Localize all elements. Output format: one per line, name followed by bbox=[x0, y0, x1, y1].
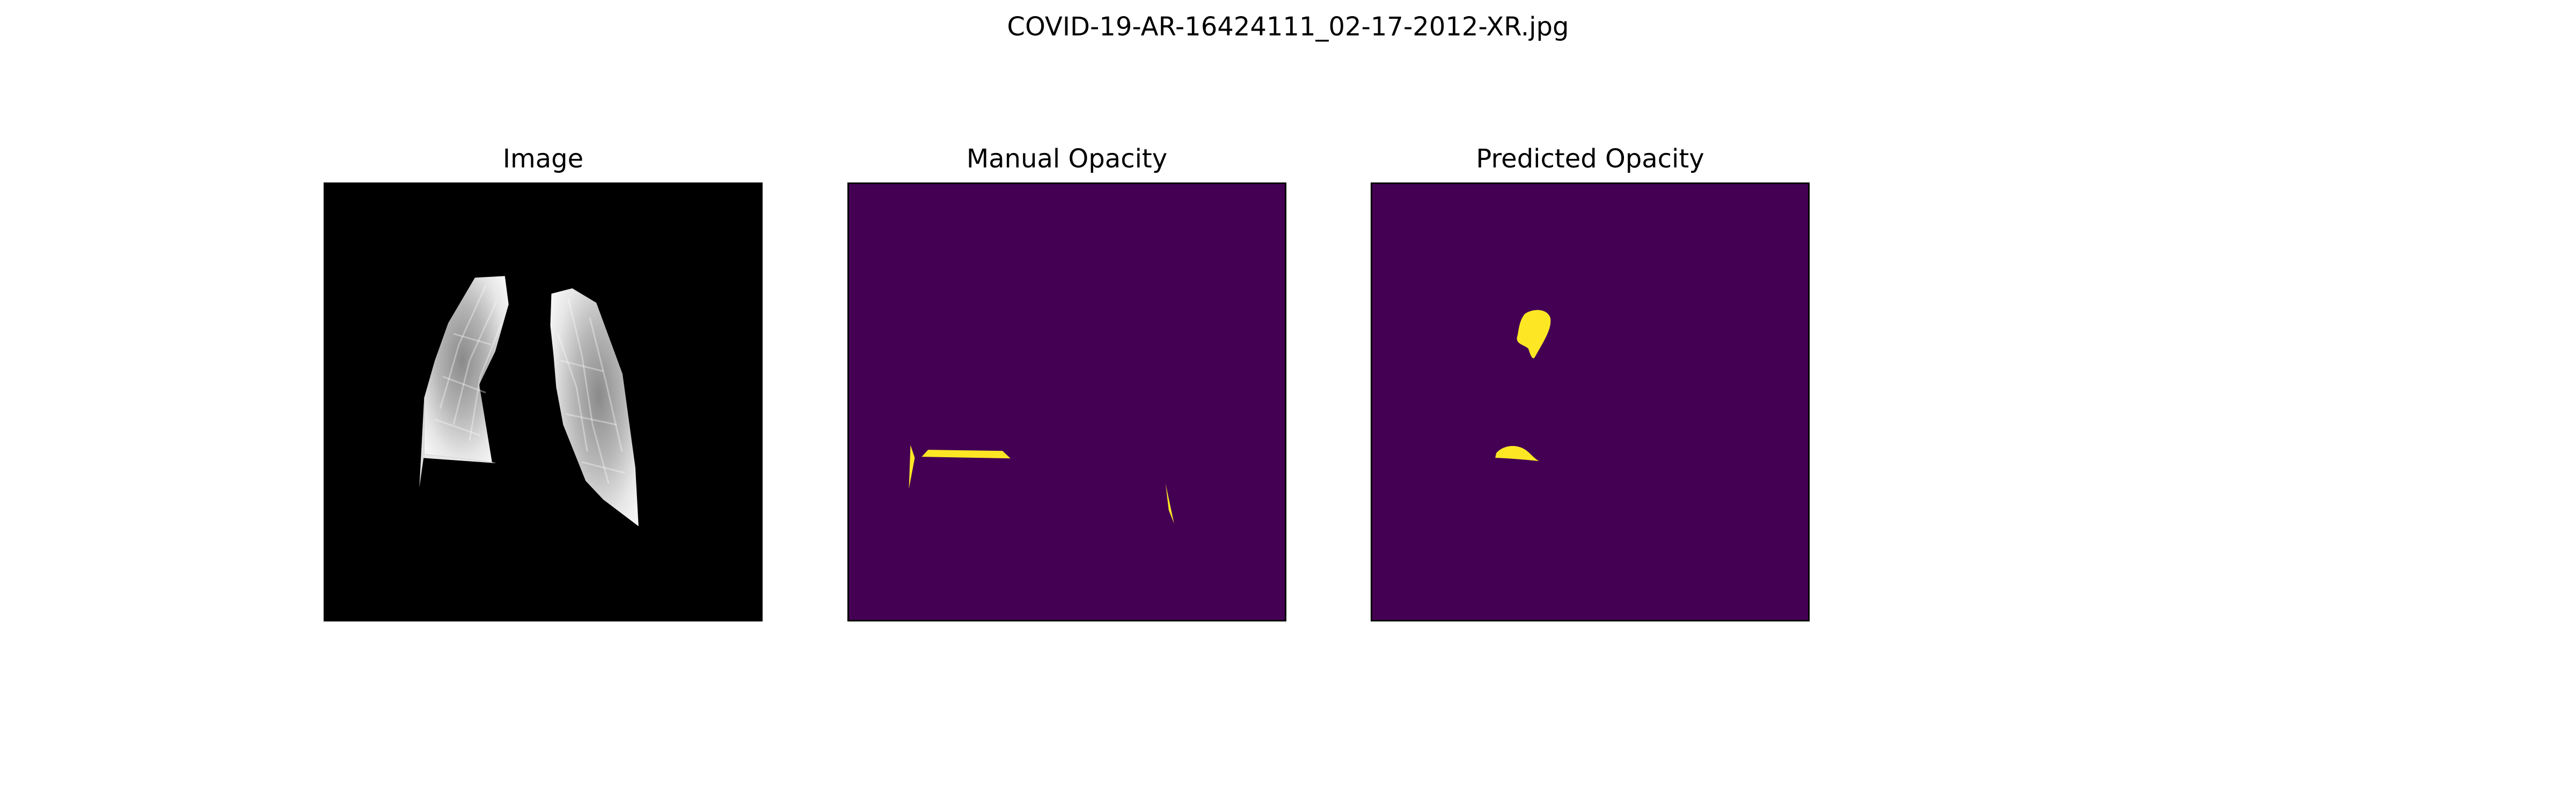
predicted-opacity-mask bbox=[1372, 184, 1808, 620]
panel-title-image: Image bbox=[502, 144, 584, 174]
panel-title-manual-opacity: Manual Opacity bbox=[966, 144, 1168, 174]
predicted-opacity-region-1 bbox=[1517, 310, 1551, 358]
manual-opacity-mask bbox=[849, 184, 1285, 620]
panel-manual-opacity bbox=[847, 182, 1286, 621]
figure-title: COVID-19-AR-16424111_02-17-2012-XR.jpg bbox=[1007, 12, 1569, 42]
xray-lung-image bbox=[325, 184, 761, 620]
predicted-opacity-region-2 bbox=[1495, 445, 1539, 462]
panel-title-predicted-opacity: Predicted Opacity bbox=[1476, 144, 1704, 174]
panel-predicted-opacity bbox=[1371, 182, 1810, 621]
manual-opacity-region-1 bbox=[909, 445, 915, 489]
right-lung-region bbox=[550, 288, 639, 526]
manual-opacity-region-2 bbox=[921, 450, 1011, 459]
panel-image bbox=[324, 182, 763, 621]
